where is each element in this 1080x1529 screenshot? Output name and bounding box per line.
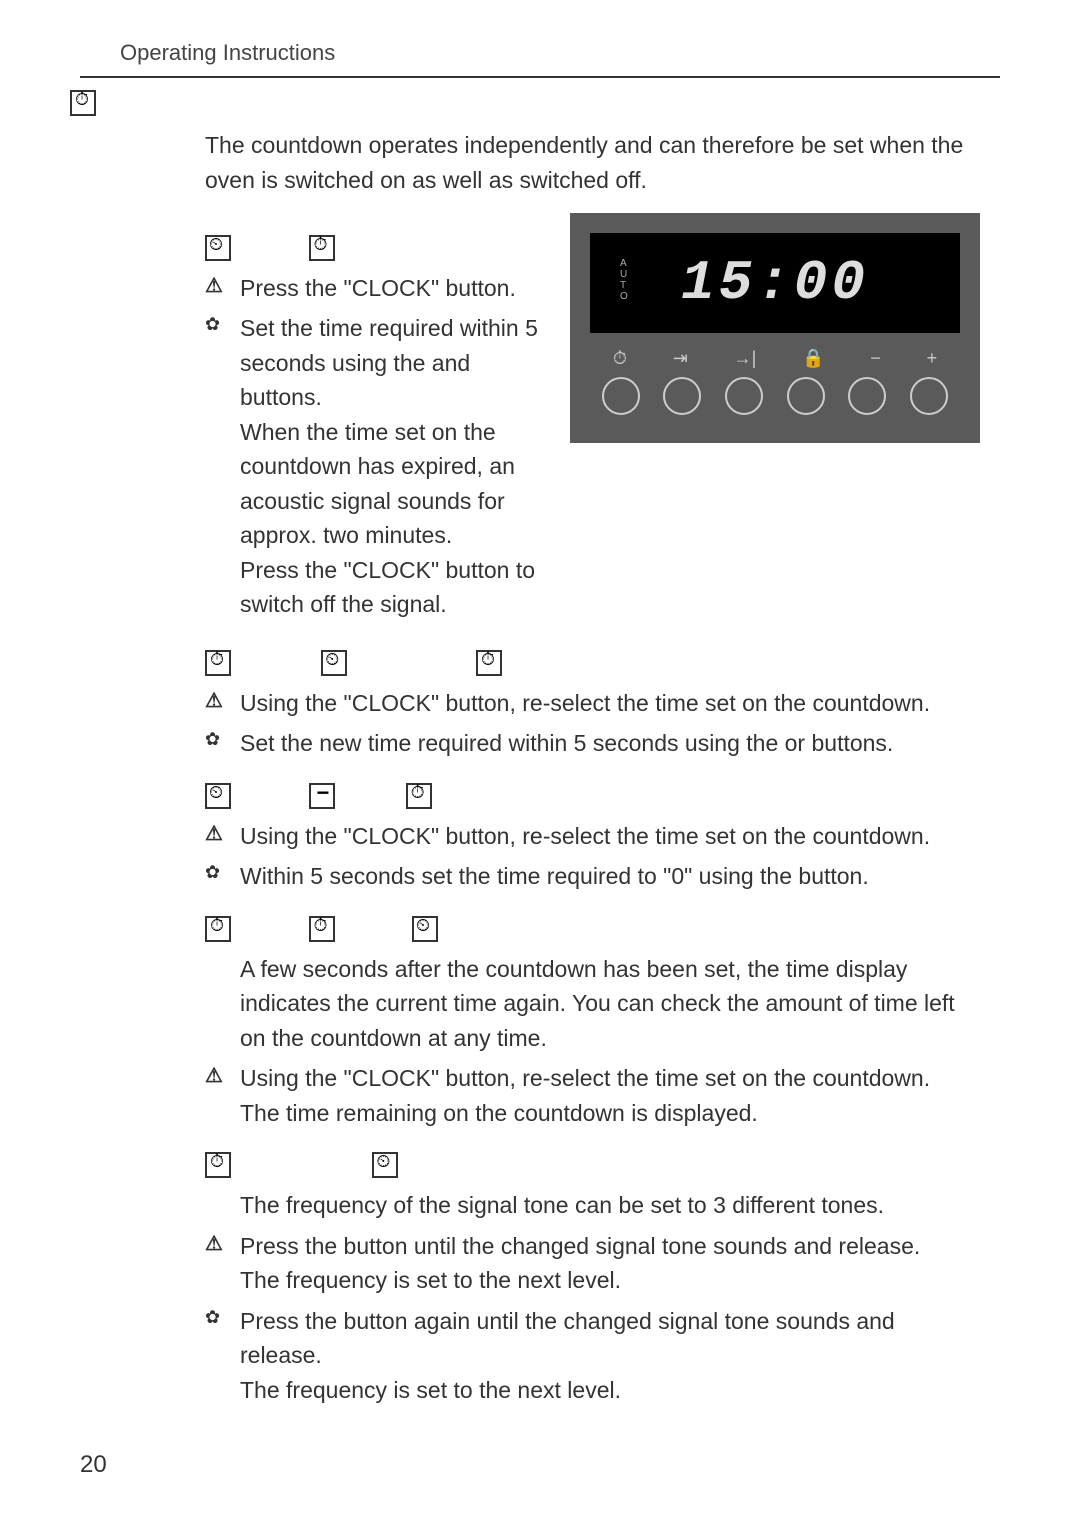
panel-minus-icon: −	[870, 348, 881, 369]
step-text: A few seconds after the countdown has be…	[240, 952, 980, 1056]
clover-icon: ✿	[205, 1304, 240, 1331]
step-text-b: The time remaining on the countdown is d…	[240, 1100, 758, 1126]
panel-icon-row: ⏱ ⇥ →| 🔒 − +	[590, 348, 960, 369]
panel-button	[725, 377, 763, 415]
step-text-a: Using the "CLOCK" button, re-select the …	[240, 1065, 930, 1091]
bell-icon	[205, 916, 231, 942]
page-number: 20	[80, 1451, 107, 1479]
panel-bell-icon: ⏱	[613, 348, 627, 369]
step-row: ⚠ Using the "CLOCK" button, re-select th…	[205, 819, 980, 854]
step-text: Press the "CLOCK" button.	[240, 271, 550, 306]
panel-button-row	[590, 377, 960, 415]
auto-label: A U T O	[620, 258, 628, 302]
clock-icon	[412, 916, 438, 942]
step-row: ⚠ Using the "CLOCK" button, re-select th…	[205, 686, 980, 721]
auto-a: A	[620, 258, 628, 269]
panel-arrow1-icon: ⇥	[673, 348, 688, 369]
minus-icon	[309, 783, 335, 809]
step-text: Press the button until the changed signa…	[240, 1229, 980, 1298]
section-3-title	[205, 781, 980, 809]
auto-t: T	[620, 280, 628, 291]
section-2-title	[205, 648, 980, 676]
step-row: ⚠ Press the button until the changed sig…	[205, 1229, 980, 1298]
auto-u: U	[620, 269, 628, 280]
panel-arrow2-icon: →|	[734, 348, 757, 369]
step-text-b: The frequency is set to the next level.	[240, 1267, 621, 1293]
header-divider	[80, 76, 1000, 78]
warning-icon: ⚠	[205, 1229, 240, 1259]
bell-icon	[309, 235, 335, 261]
intro-paragraph: The countdown operates independently and…	[205, 128, 980, 197]
step-row: ⚠ Using the "CLOCK" button, re-select th…	[205, 1061, 980, 1130]
step-text: Set the new time required within 5 secon…	[240, 726, 980, 761]
warning-icon: ⚠	[205, 686, 240, 716]
bell-icon	[70, 90, 96, 116]
warning-icon: ⚠	[205, 819, 240, 849]
oven-display-panel: A U T O 15:00 ⏱ ⇥ →| 🔒 − +	[570, 213, 980, 443]
section-5-title	[205, 1150, 980, 1178]
panel-lock-icon: 🔒	[802, 348, 824, 369]
section-4: A few seconds after the countdown has be…	[205, 914, 980, 1130]
step-text: Using the "CLOCK" button, re-select the …	[240, 819, 980, 854]
step-text: Press the button again until the changed…	[240, 1304, 980, 1408]
page-header: Operating Instructions	[120, 40, 1000, 66]
panel-button	[848, 377, 886, 415]
clock-icon	[205, 235, 231, 261]
main-content: The countdown operates independently and…	[140, 128, 980, 1407]
step-text: Set the time required within 5 seconds u…	[240, 311, 550, 622]
intro-row: The frequency of the signal tone can be …	[205, 1188, 980, 1223]
bell-icon	[406, 783, 432, 809]
step-text-a: Press the button again until the changed…	[240, 1308, 895, 1369]
section-1: A U T O 15:00 ⏱ ⇥ →| 🔒 − +	[205, 213, 980, 628]
panel-button	[910, 377, 948, 415]
clover-icon: ✿	[205, 726, 240, 753]
step-row: ✿ Set the time required within 5 seconds…	[205, 311, 550, 622]
bell-icon	[205, 1152, 231, 1178]
clock-icon	[205, 783, 231, 809]
panel-button	[663, 377, 701, 415]
step-text: The frequency of the signal tone can be …	[240, 1188, 980, 1223]
clock-icon	[372, 1152, 398, 1178]
step-row: ✿ Press the button again until the chang…	[205, 1304, 980, 1408]
step-row: ⚠ Press the "CLOCK" button.	[205, 271, 550, 306]
warning-icon: ⚠	[205, 1061, 240, 1091]
time-readout: 15:00	[681, 251, 869, 315]
step-text-b: The frequency is set to the next level.	[240, 1377, 621, 1403]
step-text-a: Set the time required within 5 seconds u…	[240, 315, 538, 410]
step-text-c: Press the "CLOCK" button to switch off t…	[240, 557, 535, 618]
bell-icon	[205, 650, 231, 676]
intro-row: A few seconds after the countdown has be…	[205, 952, 980, 1056]
step-text-b: When the time set on the countdown has e…	[240, 419, 515, 549]
clover-icon: ✿	[205, 859, 240, 886]
section-4-title	[205, 914, 980, 942]
panel-plus-icon: +	[927, 348, 938, 369]
section-2: ⚠ Using the "CLOCK" button, re-select th…	[205, 648, 980, 761]
panel-button	[602, 377, 640, 415]
section-5: The frequency of the signal tone can be …	[205, 1150, 980, 1407]
bell-icon	[476, 650, 502, 676]
panel-button	[787, 377, 825, 415]
clover-icon: ✿	[205, 311, 240, 338]
step-text: Using the "CLOCK" button, re-select the …	[240, 686, 980, 721]
display-screen: A U T O 15:00	[590, 233, 960, 333]
step-text: Within 5 seconds set the time required t…	[240, 859, 980, 894]
warning-icon: ⚠	[205, 271, 240, 301]
clock-icon	[321, 650, 347, 676]
step-text: Using the "CLOCK" button, re-select the …	[240, 1061, 980, 1130]
bell-icon	[309, 916, 335, 942]
step-text-a: Press the button until the changed signa…	[240, 1233, 920, 1259]
auto-o: O	[620, 291, 628, 302]
step-row: ✿ Set the new time required within 5 sec…	[205, 726, 980, 761]
step-row: ✿ Within 5 seconds set the time required…	[205, 859, 980, 894]
section-3: ⚠ Using the "CLOCK" button, re-select th…	[205, 781, 980, 894]
